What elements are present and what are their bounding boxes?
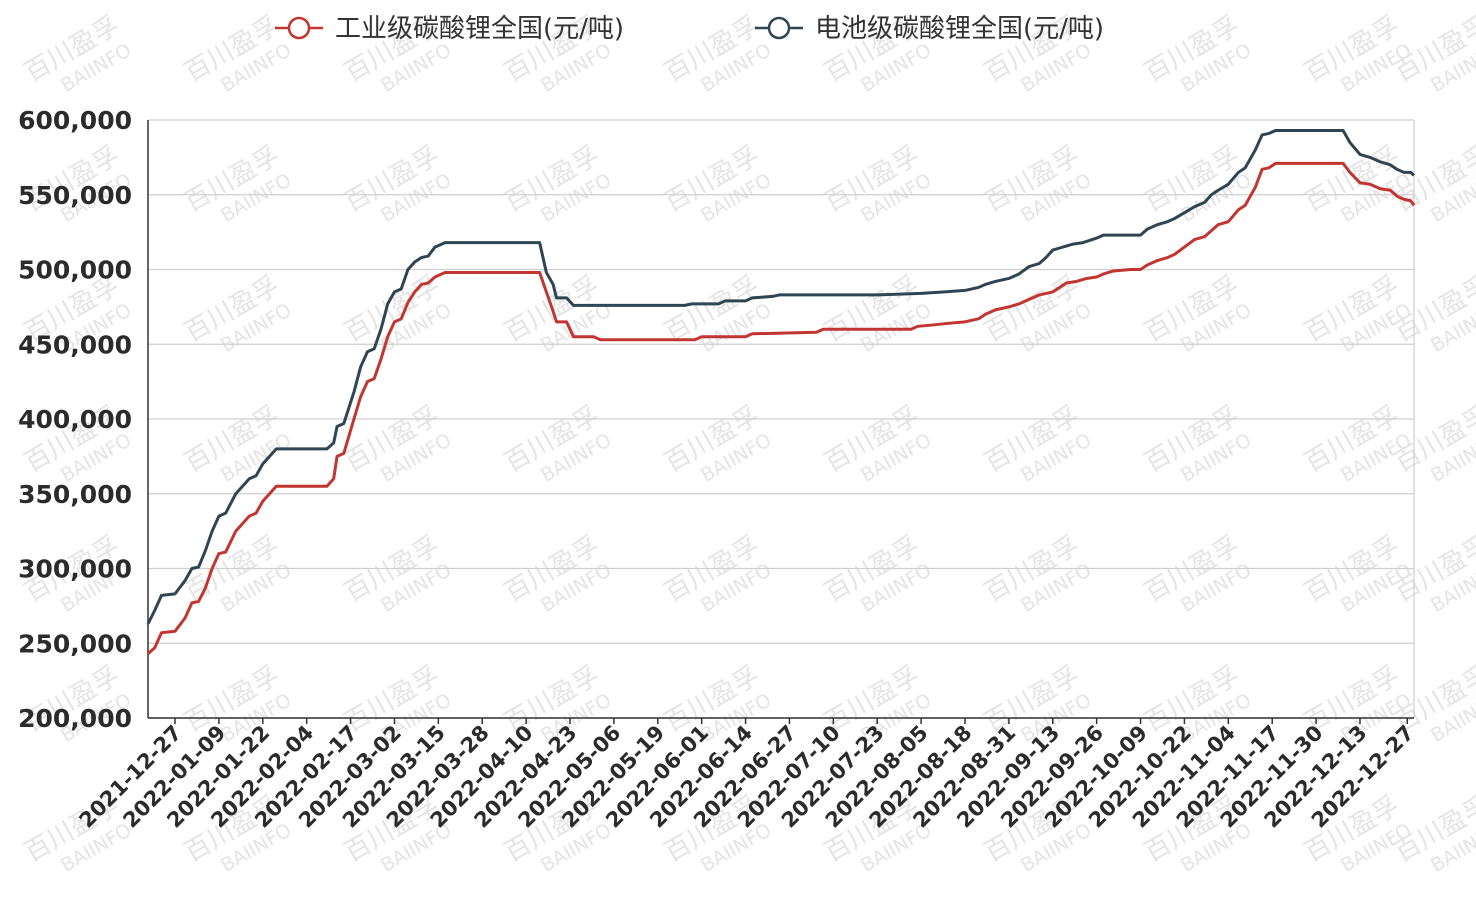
y-tick-label: 550,000	[18, 181, 132, 210]
axes	[147, 120, 1415, 724]
y-tick-label: 250,000	[18, 629, 132, 658]
legend-circle-icon	[287, 16, 311, 40]
series-lines	[146, 128, 1416, 655]
y-tick-label: 300,000	[18, 555, 132, 584]
grid-lines	[148, 119, 1414, 719]
legend-item-1[interactable]: 电池级碳酸锂全国(元/吨)	[755, 14, 1104, 44]
y-tick-label: 450,000	[18, 330, 132, 359]
y-tick-label: 200,000	[18, 704, 132, 733]
series-line-1	[146, 128, 1415, 625]
legend-label: 工业级碳酸锂全国(元/吨)	[335, 14, 624, 44]
legend-circle-icon	[767, 16, 791, 40]
y-tick-label: 500,000	[18, 256, 132, 285]
legend-label: 电池级碳酸锂全国(元/吨)	[815, 14, 1104, 44]
series-line-0	[147, 161, 1416, 655]
y-tick-label: 350,000	[18, 480, 132, 509]
y-tick-label: 400,000	[18, 405, 132, 434]
x-axis-tick-labels: 2021-12-272022-01-092022-01-222022-02-04…	[75, 721, 1419, 833]
legend-item-0[interactable]: 工业级碳酸锂全国(元/吨)	[275, 14, 624, 44]
legend[interactable]: 工业级碳酸锂全国(元/吨) 电池级碳酸锂全国(元/吨)	[275, 14, 1104, 44]
y-tick-label: 600,000	[18, 106, 132, 135]
y-axis-tick-labels: 200,000 250,000 300,000 350,000 400,000 450,0…	[18, 106, 132, 733]
